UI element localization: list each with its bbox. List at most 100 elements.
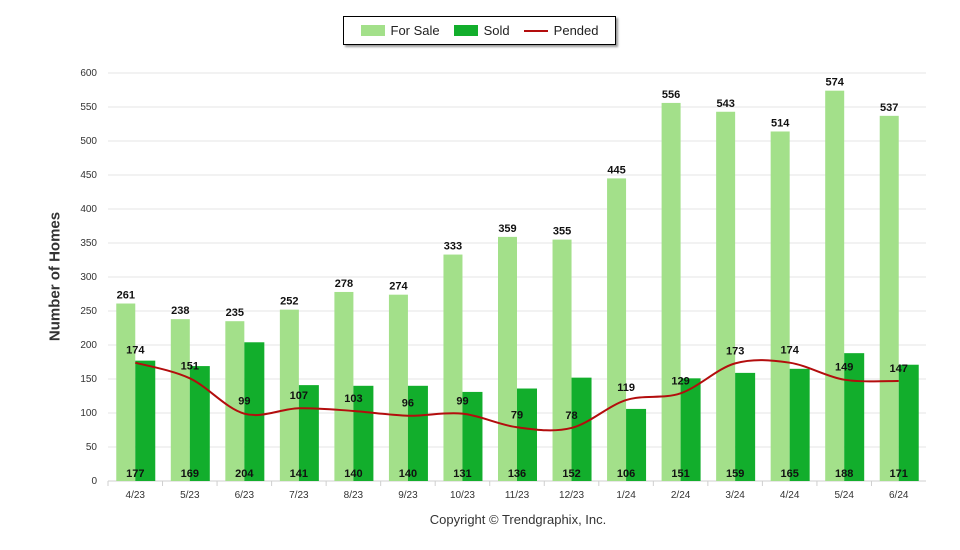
- for-sale-swatch: [360, 25, 385, 36]
- for-sale-value-label: 445: [607, 164, 625, 176]
- pended-value-label: 147: [890, 363, 908, 375]
- for-sale-value-label: 556: [662, 89, 680, 101]
- y-tick-label: 150: [80, 374, 97, 385]
- bar-sold: [789, 368, 810, 481]
- x-tick-label: 1/24: [616, 490, 636, 501]
- bar-for-sale: [334, 291, 354, 481]
- for-sale-value-label: 238: [171, 305, 189, 317]
- bar-for-sale: [879, 115, 899, 481]
- y-tick-label: 300: [80, 272, 97, 283]
- sold-value-label: 159: [726, 468, 744, 480]
- x-tick-label: 12/23: [559, 490, 584, 501]
- pended-value-label: 173: [726, 345, 744, 357]
- pended-value-label: 79: [511, 409, 523, 421]
- sold-value-label: 131: [453, 468, 471, 480]
- for-sale-value-label: 359: [498, 223, 516, 235]
- for-sale-value-label: 235: [226, 307, 244, 319]
- for-sale-value-label: 274: [389, 281, 408, 293]
- bar-sold: [517, 388, 537, 481]
- bar-sold: [680, 378, 701, 481]
- pended-value-label: 96: [402, 398, 414, 410]
- y-tick-label: 550: [80, 102, 97, 113]
- legend-label-pended: Pended: [553, 23, 599, 38]
- for-sale-value-label: 355: [553, 226, 571, 238]
- bar-sold: [353, 385, 374, 481]
- x-tick-label: 6/23: [235, 490, 255, 501]
- y-tick-label: 250: [80, 306, 97, 317]
- bar-sold: [844, 353, 865, 481]
- bar-sold: [244, 342, 265, 481]
- sold-value-label: 169: [181, 468, 199, 480]
- bar-for-sale: [825, 90, 845, 482]
- for-sale-value-label: 252: [280, 296, 298, 308]
- pended-value-label: 129: [671, 375, 689, 387]
- sold-value-label: 177: [126, 468, 144, 480]
- x-tick-label: 6/24: [889, 490, 909, 501]
- pended-value-label: 99: [238, 396, 250, 408]
- sold-value-label: 165: [780, 468, 798, 480]
- sold-value-label: 152: [562, 468, 580, 480]
- y-tick-label: 100: [80, 408, 97, 419]
- bar-sold: [571, 377, 592, 481]
- bar-for-sale: [388, 294, 408, 481]
- bar-for-sale: [770, 131, 790, 482]
- for-sale-value-label: 514: [771, 117, 790, 129]
- sold-value-label: 141: [290, 468, 308, 480]
- sold-value-label: 188: [835, 468, 853, 480]
- bar-sold: [135, 360, 156, 481]
- y-tick-label: 500: [80, 136, 97, 147]
- for-sale-value-label: 278: [335, 278, 353, 290]
- pended-value-label: 103: [344, 393, 362, 405]
- y-tick-label: 600: [80, 68, 97, 79]
- x-tick-label: 9/23: [398, 490, 418, 501]
- x-tick-label: 10/23: [450, 490, 475, 501]
- bar-sold: [626, 408, 647, 481]
- sold-value-label: 204: [235, 468, 254, 480]
- bar-sold: [189, 366, 210, 481]
- x-tick-label: 11/23: [505, 490, 530, 501]
- pended-value-label: 78: [565, 410, 577, 422]
- copyright-text: Copyright © Trendgraphix, Inc.: [429, 512, 607, 527]
- legend-item-sold: Sold: [453, 23, 510, 38]
- bar-for-sale: [170, 319, 190, 481]
- y-tick-label: 50: [86, 442, 98, 453]
- legend-label-for-sale: For Sale: [390, 23, 440, 38]
- x-tick-label: 8/23: [344, 490, 364, 501]
- pended-value-label: 151: [181, 360, 199, 372]
- bar-for-sale: [661, 102, 681, 482]
- x-tick-label: 5/24: [834, 490, 854, 501]
- pended-value-label: 119: [617, 382, 635, 394]
- sold-value-label: 140: [399, 468, 417, 480]
- y-axis-label: Number of Homes: [46, 211, 64, 342]
- for-sale-value-label: 537: [880, 102, 898, 114]
- bar-for-sale: [225, 321, 245, 481]
- x-tick-label: 4/23: [126, 490, 146, 501]
- y-tick-label: 200: [80, 340, 97, 351]
- sold-value-label: 136: [508, 468, 526, 480]
- y-tick-label: 350: [80, 238, 97, 249]
- x-tick-label: 2/24: [671, 490, 691, 501]
- for-sale-value-label: 543: [716, 98, 734, 110]
- sold-value-label: 140: [344, 468, 362, 480]
- legend-label-sold: Sold: [483, 23, 510, 38]
- bar-for-sale: [498, 236, 517, 481]
- for-sale-value-label: 574: [826, 77, 845, 89]
- y-tick-label: 0: [91, 476, 97, 487]
- x-tick-label: 5/23: [180, 490, 200, 501]
- chart-legend: For Sale Sold Pended: [343, 16, 616, 45]
- pended-line: [134, 359, 899, 432]
- pended-value-label: 99: [456, 396, 468, 408]
- bar-for-sale: [552, 239, 572, 481]
- x-tick-label: 7/23: [289, 490, 309, 501]
- x-tick-label: 4/24: [780, 490, 800, 501]
- bar-sold: [407, 385, 428, 481]
- pended-value-label: 174: [126, 345, 145, 357]
- sold-value-label: 106: [617, 468, 635, 480]
- bar-for-sale: [279, 309, 299, 481]
- bar-sold: [898, 364, 919, 481]
- y-tick-label: 450: [80, 170, 97, 181]
- for-sale-value-label: 333: [444, 241, 462, 253]
- bar-for-sale: [116, 303, 136, 481]
- legend-item-for-sale: For Sale: [360, 23, 440, 38]
- pended-value-label: 107: [290, 390, 308, 402]
